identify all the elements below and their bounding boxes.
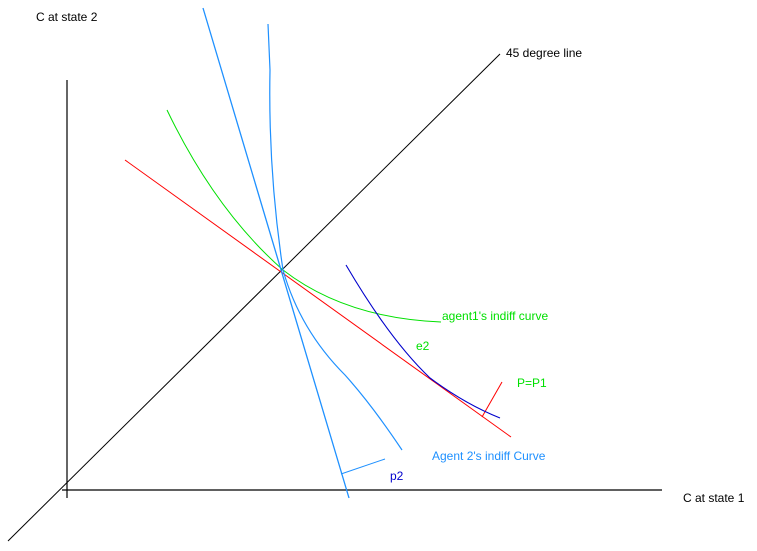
- agent2-upper-curve: [267, 23, 284, 271]
- price-line: [124, 159, 512, 438]
- x-axis-label: C at state 1: [683, 491, 745, 505]
- e2-label: e2: [416, 339, 430, 353]
- p2-label: p2: [390, 469, 404, 483]
- y-axis-label: C at state 2: [36, 10, 98, 24]
- price-line-label: P=P1: [517, 376, 547, 390]
- agent2-indiff-curve: [282, 269, 403, 451]
- agent2-curve-label: Agent 2's indiff Curve: [432, 449, 546, 463]
- diagonal-label: 45 degree line: [506, 46, 582, 60]
- agent2-budget-line: [202, 7, 350, 499]
- p2-marker: [340, 458, 386, 475]
- blue-indiff-curve: [345, 264, 501, 419]
- agent1-curve-label: agent1's indiff curve: [442, 309, 548, 323]
- diagonal-45-line: [7, 53, 501, 542]
- agent1-indiff-curve: [166, 109, 442, 323]
